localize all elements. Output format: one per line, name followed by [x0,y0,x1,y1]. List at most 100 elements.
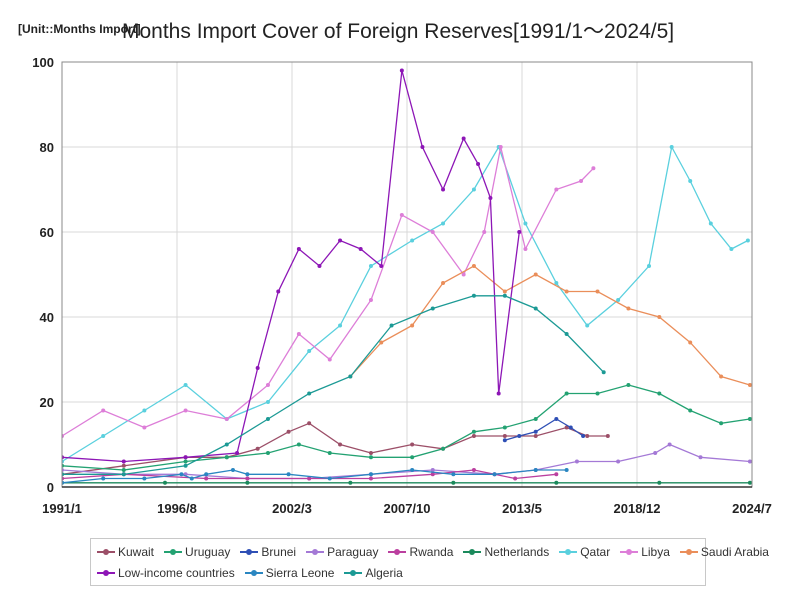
series-point [564,289,569,294]
series-point [533,429,538,434]
legend-swatch [620,547,639,557]
chart-title: Months Import Cover of Foreign Reserves[… [122,20,675,43]
series-point [496,391,501,396]
series-point [121,468,126,472]
series-point [533,417,538,421]
series-point [626,383,631,387]
y-tick-label: 20 [40,395,54,410]
series-paraguay [62,442,752,481]
series-point [585,323,590,328]
tick-labels: 0 20 40 60 80 100 1991/1 1996/8 2002/3 2007/10 201… [32,55,772,516]
series-point [368,451,373,455]
series-point [688,408,693,413]
series-point [657,480,662,485]
series-point [307,421,312,426]
series-point [410,442,415,447]
series-point [183,408,188,413]
legend-item: Netherlands [463,545,549,559]
x-tick-label: 2024/7 [732,501,772,516]
series-point [255,366,260,370]
legend: Kuwait Uruguay Brunei Paraguay Rwanda Netherl… [90,538,769,586]
series-line [62,443,750,480]
legend-swatch [164,547,183,557]
series-point [441,281,446,285]
series-point [653,451,658,455]
legend-swatch [97,568,115,578]
series-point [585,434,590,438]
series-line [62,70,520,463]
legend-label: Brunei [261,545,297,559]
series-point [471,264,476,268]
series-point [317,264,322,268]
legend-swatch [240,547,259,557]
series-point [502,425,507,430]
series-line [62,146,594,437]
legend-label: Sierra Leone [265,566,335,580]
series-point [327,451,332,455]
series-point [568,425,573,430]
y-tick-label: 60 [40,225,54,240]
series-point [502,438,507,443]
series-point [747,383,752,387]
series-point [502,434,507,438]
series-point [581,434,586,438]
series-point [564,332,569,336]
series-point [296,247,301,251]
series-point [471,429,476,434]
series-point [307,476,312,481]
series-line [62,295,605,475]
series-point [574,459,579,464]
legend-label: Uruguay [185,545,231,559]
series-point [579,179,584,183]
series-point [245,476,250,481]
series-point [286,429,291,434]
series-libya [62,145,596,438]
series-point [204,476,209,481]
legend-item: Libya [620,545,670,559]
series-point [265,400,270,404]
series-point [265,383,270,387]
series-point [358,247,363,251]
series-point [513,476,518,481]
gridlines [61,61,753,488]
legend-label: Libya [641,545,670,559]
series-point [224,455,229,460]
series-point [616,298,621,302]
series-algeria [62,293,606,477]
y-tick-label: 80 [40,140,54,155]
legend-label: Algeria [365,566,403,580]
series-point [564,425,569,430]
series-point [379,340,384,345]
series-point [564,391,569,396]
series-qatar [62,145,750,464]
series-point [224,417,229,421]
x-tick-label: 2002/3 [272,501,312,516]
series-point [368,455,373,460]
series-point [245,472,250,477]
series-point [348,374,353,379]
series-saudi-arabia [348,264,752,387]
series-point [564,468,569,472]
series-point [471,293,476,298]
series-point [183,455,188,460]
series-point [230,468,235,472]
series-point [591,166,596,171]
legend-swatch [679,547,698,557]
x-tick-label: 2018/12 [614,501,661,516]
x-tick-label: 1996/8 [157,501,197,516]
series-point [492,472,497,477]
series-point [183,383,188,387]
legend-label: Qatar [580,545,611,559]
series-point [451,472,456,477]
series-point [183,459,188,464]
legend-item: Algeria [344,566,403,580]
series-point [430,472,435,477]
series-point [488,196,493,200]
legend-label: Kuwait [118,545,155,559]
series-netherlands [62,480,752,485]
series-point [368,476,373,481]
series-point [121,459,126,464]
legend-item: Qatar [559,545,610,559]
series-point [523,247,528,251]
series-point [747,417,752,421]
